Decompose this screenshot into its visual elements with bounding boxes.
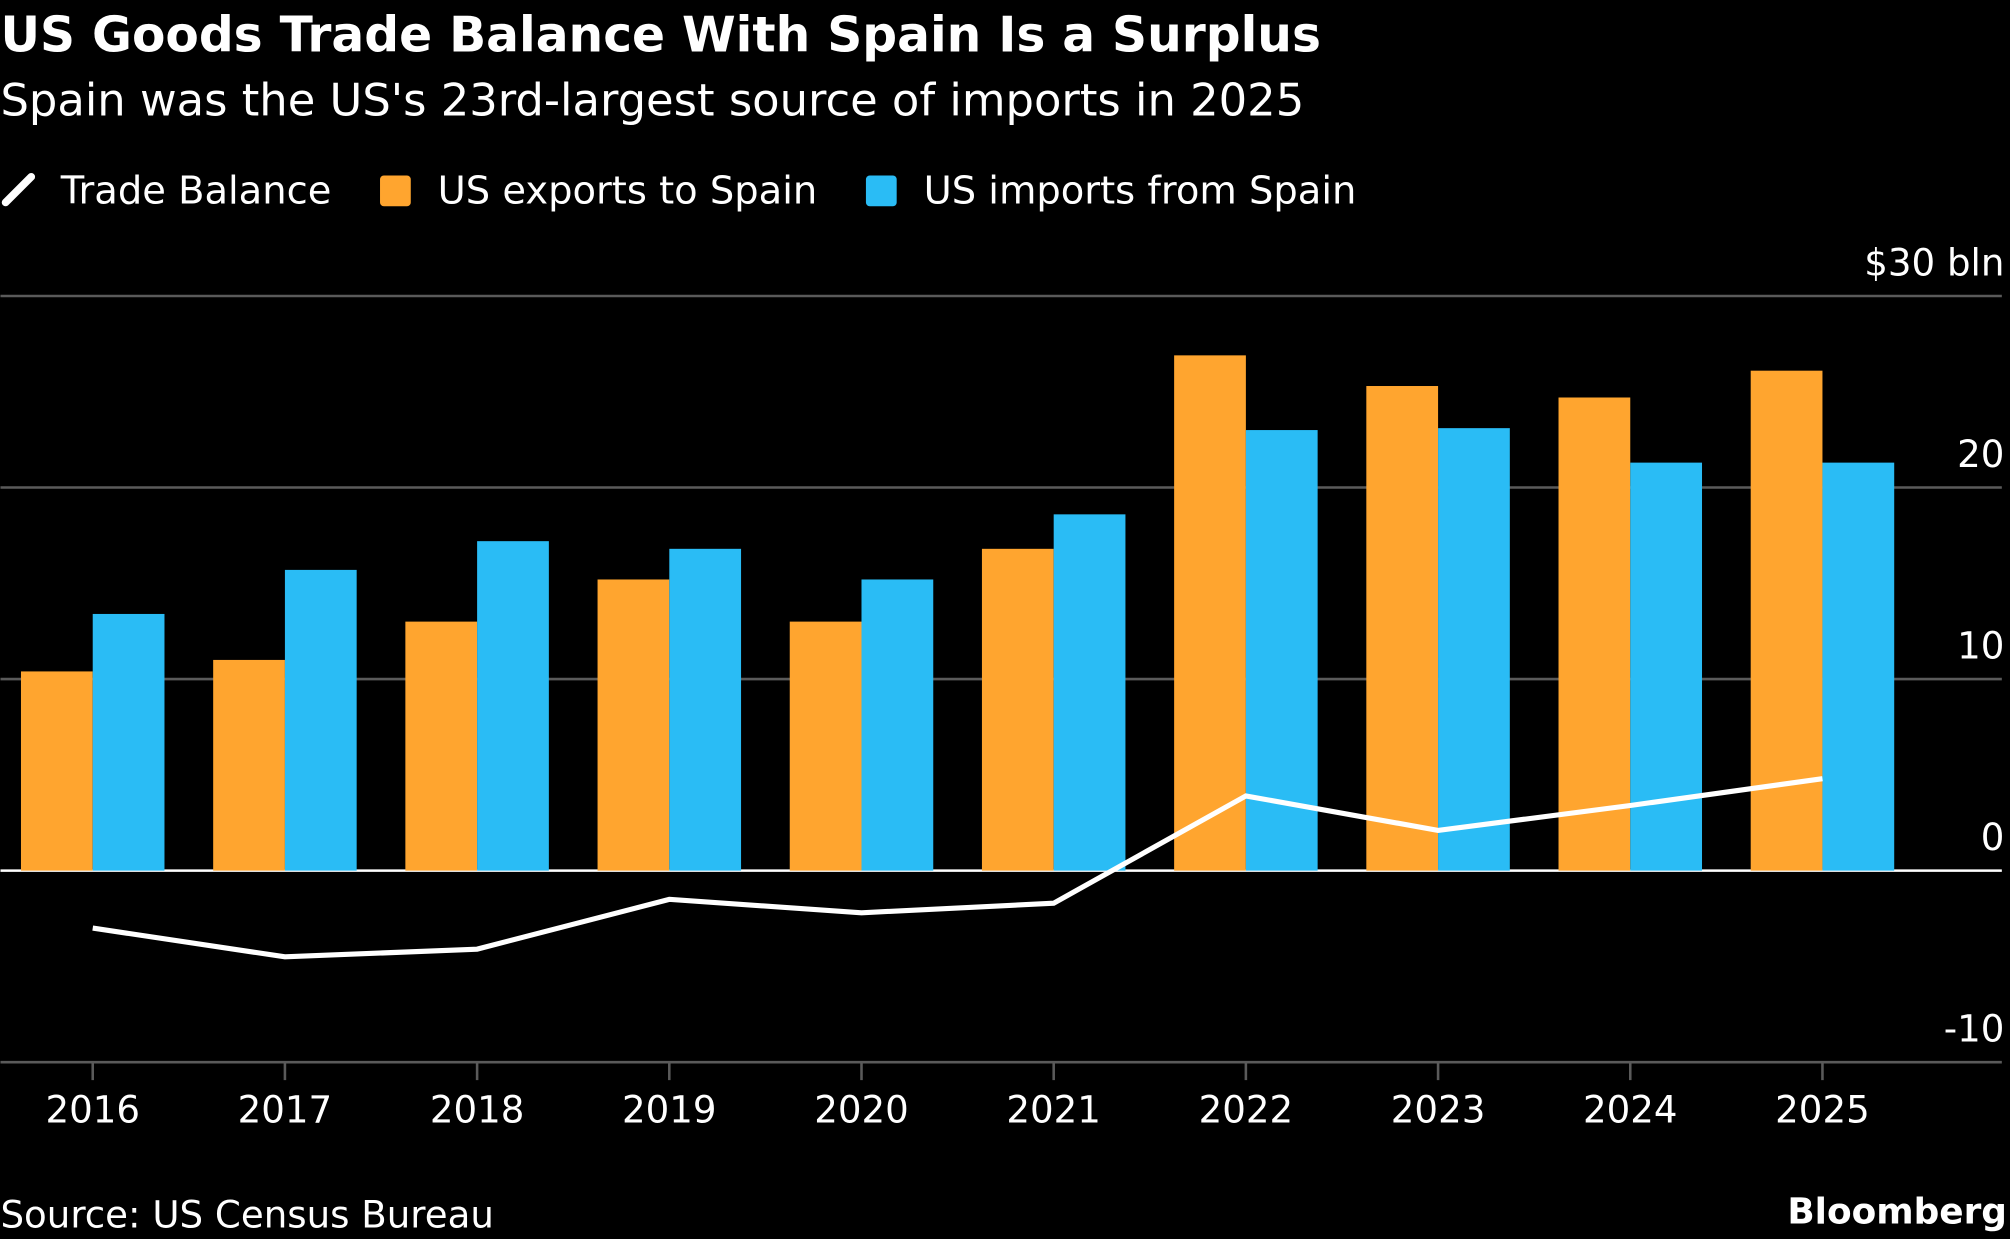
legend: Trade Balance US exports to Spain US impor… [1,169,1357,214]
bar [1750,370,1823,871]
legend-label: US exports to Spain [438,169,818,214]
y-tick-label: -10 [1944,1008,2005,1051]
line-series [92,776,1823,960]
legend-swatch [865,175,897,207]
legend-label: Trade Balance [60,169,332,214]
x-tick-label: 2019 [622,1088,717,1131]
bar [1174,355,1246,871]
y-tick-label: $30 bln [1864,241,2004,284]
y-tick-label: 10 [1957,625,2004,668]
plot-area: -10 0 10 20 $30 bln 2016 2017 2018 2019 2020 2021 2… [0,241,2004,1131]
bar [981,548,1054,871]
x-tick-label: 2018 [430,1088,525,1131]
bar [1630,462,1703,871]
x-tick-label: 2020 [814,1088,909,1131]
bar [669,548,742,871]
bar [213,659,285,871]
x-tick-label: 2021 [1006,1088,1101,1131]
bar [1438,428,1510,871]
bar [861,579,934,871]
legend-label: US imports from Spain [924,169,1357,214]
brand: Bloomberg [1787,1192,2007,1233]
bar [92,613,165,871]
x-tick-label: 2024 [1583,1088,1678,1131]
bar [20,671,93,871]
bar [597,579,670,871]
x-tick-label: 2025 [1775,1088,1870,1131]
legend-swatch [1,172,36,207]
y-tick-label: 20 [1957,433,2004,476]
bar [1366,386,1439,871]
bar [789,621,862,871]
legend-swatch [380,175,411,207]
chart-title: US Goods Trade Balance With Spain Is a S… [0,7,1320,63]
bar [405,621,478,871]
bar [1558,397,1631,871]
bar [284,569,357,871]
x-tick-label: 2017 [238,1088,333,1131]
y-tick-label: 0 [1981,816,2005,859]
x-tick-label: 2023 [1391,1088,1486,1131]
x-tick-label: 2016 [45,1088,140,1131]
source-note: Source: US Census Bureau [0,1193,493,1236]
chart-subtitle: Spain was the US's 23rd-largest source o… [0,73,1304,126]
bar [1822,462,1895,871]
bar [477,541,549,871]
x-tick-label: 2022 [1199,1088,1294,1131]
bar [1053,514,1126,871]
